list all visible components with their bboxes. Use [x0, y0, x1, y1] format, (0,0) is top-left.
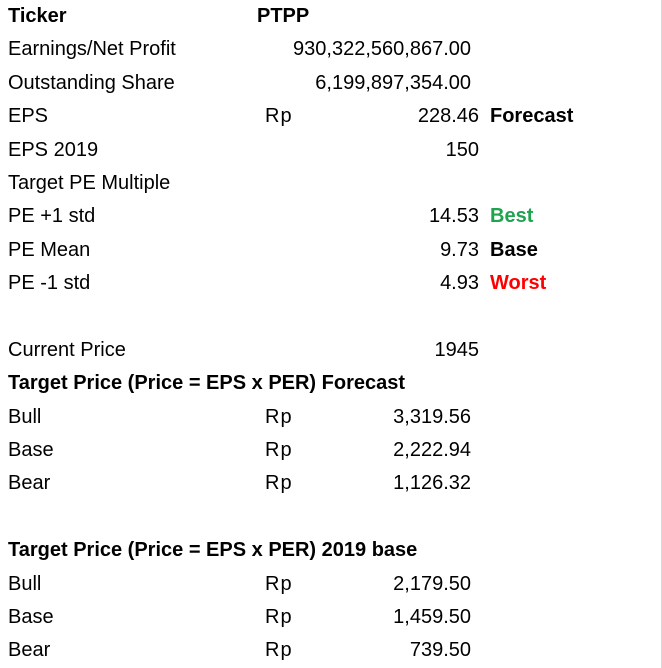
pe-minus-value: 4.93 — [440, 272, 479, 295]
pe-plus-label: PE +1 std — [8, 205, 96, 228]
forecast-title-row: Target Price (Price = EPS x PER) Forecas… — [0, 367, 662, 400]
forecast-bear-row: Bear Rp 1,126.32 — [0, 467, 662, 500]
forecast-bull-label: Bull — [8, 405, 42, 428]
base2019-bull-label: Bull — [8, 572, 42, 595]
base2019-bull-currency: Rp — [265, 572, 293, 595]
forecast-base-currency: Rp — [265, 439, 293, 462]
pe-mean-note: Base — [490, 238, 538, 261]
earnings-row: Earnings/Net Profit 930,322,560,867.00 — [0, 33, 662, 66]
base2019-base-currency: Rp — [265, 606, 293, 629]
pe-plus-note: Best — [490, 205, 534, 228]
current-price-row: Current Price 1945 — [0, 334, 662, 367]
eps2019-row: EPS 2019 150 — [0, 134, 662, 167]
base2019-base-label: Base — [8, 606, 54, 629]
blank-row — [0, 301, 662, 334]
eps-label: EPS — [8, 105, 49, 128]
base2019-bear-value: 739.50 — [409, 639, 471, 662]
pe-minus-row: PE -1 std 4.93 Worst — [0, 267, 662, 300]
forecast-bear-label: Bear — [8, 472, 51, 495]
forecast-base-value: 2,222.94 — [393, 439, 471, 462]
base2019-bear-label: Bear — [8, 639, 51, 662]
forecast-bull-value: 3,319.56 — [393, 405, 471, 428]
base2019-bear-row: Bear Rp 739.50 — [0, 634, 662, 667]
forecast-section-title: Target Price (Price = EPS x PER) Forecas… — [8, 372, 406, 395]
base2019-bear-currency: Rp — [265, 639, 293, 662]
target-pe-row: Target PE Multiple — [0, 167, 662, 200]
forecast-bear-currency: Rp — [265, 472, 293, 495]
base2019-section-title: Target Price (Price = EPS x PER) 2019 ba… — [8, 539, 418, 562]
current-price-label: Current Price — [8, 338, 126, 361]
forecast-bull-row: Bull Rp 3,319.56 — [0, 401, 662, 434]
base2019-bull-row: Bull Rp 2,179.50 — [0, 568, 662, 601]
forecast-base-label: Base — [8, 439, 54, 462]
base2019-bull-value: 2,179.50 — [393, 572, 471, 595]
eps-value: 228.46 — [417, 105, 479, 128]
ticker-row: Ticker PTPP — [0, 0, 662, 33]
base2019-base-row: Base Rp 1,459.50 — [0, 601, 662, 634]
earnings-label: Earnings/Net Profit — [8, 38, 176, 61]
eps2019-label: EPS 2019 — [8, 138, 99, 161]
ticker-value: PTPP — [257, 5, 310, 27]
forecast-bear-value: 1,126.32 — [393, 472, 471, 495]
pe-minus-note: Worst — [490, 272, 547, 295]
base2019-base-value: 1,459.50 — [393, 606, 471, 629]
base2019-title-row: Target Price (Price = EPS x PER) 2019 ba… — [0, 534, 662, 567]
ticker-label: Ticker — [8, 5, 67, 27]
pe-plus-row: PE +1 std 14.53 Best — [0, 200, 662, 233]
shares-label: Outstanding Share — [8, 71, 175, 94]
pe-mean-label: PE Mean — [8, 238, 91, 261]
forecast-base-row: Base Rp 2,222.94 — [0, 434, 662, 467]
pe-mean-value: 9.73 — [440, 238, 479, 261]
current-price-value: 1945 — [434, 338, 480, 361]
blank-row — [0, 501, 662, 534]
pe-plus-value: 14.53 — [428, 205, 479, 228]
shares-value: 6,199,897,354.00 — [315, 71, 471, 94]
pe-minus-label: PE -1 std — [8, 272, 91, 295]
eps-note: Forecast — [490, 105, 574, 128]
target-pe-label: Target PE Multiple — [8, 171, 171, 194]
eps-row: EPS Rp 228.46 Forecast — [0, 100, 662, 133]
forecast-bull-currency: Rp — [265, 405, 293, 428]
eps-currency: Rp — [265, 105, 293, 128]
earnings-value: 930,322,560,867.00 — [293, 38, 471, 61]
shares-row: Outstanding Share 6,199,897,354.00 — [0, 67, 662, 100]
pe-mean-row: PE Mean 9.73 Base — [0, 234, 662, 267]
eps2019-value: 150 — [445, 138, 479, 161]
